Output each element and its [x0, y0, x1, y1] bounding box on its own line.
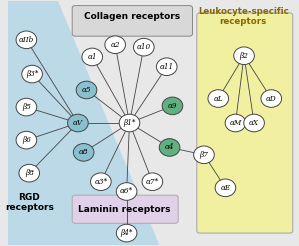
Circle shape — [22, 65, 42, 83]
Text: α9: α9 — [168, 102, 177, 110]
Text: αV: αV — [73, 119, 83, 127]
Circle shape — [76, 81, 97, 99]
Text: β2: β2 — [239, 52, 248, 60]
Circle shape — [116, 183, 137, 200]
Text: β1*: β1* — [123, 119, 136, 127]
Polygon shape — [8, 1, 160, 245]
Text: Laminin receptors: Laminin receptors — [77, 205, 170, 214]
Text: β8: β8 — [25, 169, 34, 177]
Circle shape — [244, 114, 264, 132]
Text: α2: α2 — [110, 41, 120, 49]
Circle shape — [225, 114, 246, 132]
Text: RGD
receptors: RGD receptors — [5, 193, 54, 212]
Circle shape — [234, 47, 254, 64]
Circle shape — [16, 31, 37, 49]
Text: β6: β6 — [22, 136, 31, 144]
Text: αE: αE — [220, 184, 231, 192]
Circle shape — [208, 90, 229, 107]
Circle shape — [19, 164, 39, 182]
Circle shape — [82, 48, 103, 66]
Circle shape — [215, 179, 236, 197]
Text: Collagen receptors: Collagen receptors — [84, 12, 180, 21]
Text: αD: αD — [266, 94, 277, 103]
Circle shape — [156, 58, 177, 76]
Text: α4: α4 — [165, 143, 174, 152]
Text: α5: α5 — [82, 86, 91, 94]
FancyBboxPatch shape — [72, 6, 193, 36]
FancyBboxPatch shape — [197, 13, 293, 233]
FancyBboxPatch shape — [72, 195, 178, 223]
Text: α11: α11 — [160, 63, 174, 71]
Circle shape — [73, 144, 94, 161]
Text: αIIb: αIIb — [19, 36, 34, 44]
Circle shape — [159, 139, 180, 156]
Circle shape — [16, 131, 37, 149]
Text: α1: α1 — [88, 53, 97, 61]
Circle shape — [68, 114, 88, 132]
Text: α7*: α7* — [146, 178, 159, 186]
Text: β4*: β4* — [120, 229, 133, 237]
Circle shape — [16, 98, 37, 116]
Circle shape — [261, 90, 282, 107]
Text: α6*: α6* — [120, 187, 133, 196]
Circle shape — [105, 36, 126, 54]
Circle shape — [116, 224, 137, 242]
Circle shape — [162, 97, 183, 115]
Text: αL: αL — [213, 94, 223, 103]
Text: α3*: α3* — [94, 178, 107, 186]
Text: β7: β7 — [199, 151, 208, 159]
Text: α10: α10 — [137, 43, 151, 51]
Text: β3*: β3* — [26, 70, 38, 78]
Text: αX: αX — [249, 119, 259, 127]
Circle shape — [194, 146, 214, 164]
Text: α8: α8 — [79, 148, 89, 156]
Circle shape — [91, 173, 111, 190]
Circle shape — [142, 173, 163, 190]
Text: Leukocyte-specific
receptors: Leukocyte-specific receptors — [198, 7, 289, 26]
Circle shape — [119, 114, 140, 132]
Circle shape — [133, 38, 154, 56]
Text: β5: β5 — [22, 103, 31, 111]
Text: αM: αM — [229, 119, 242, 127]
